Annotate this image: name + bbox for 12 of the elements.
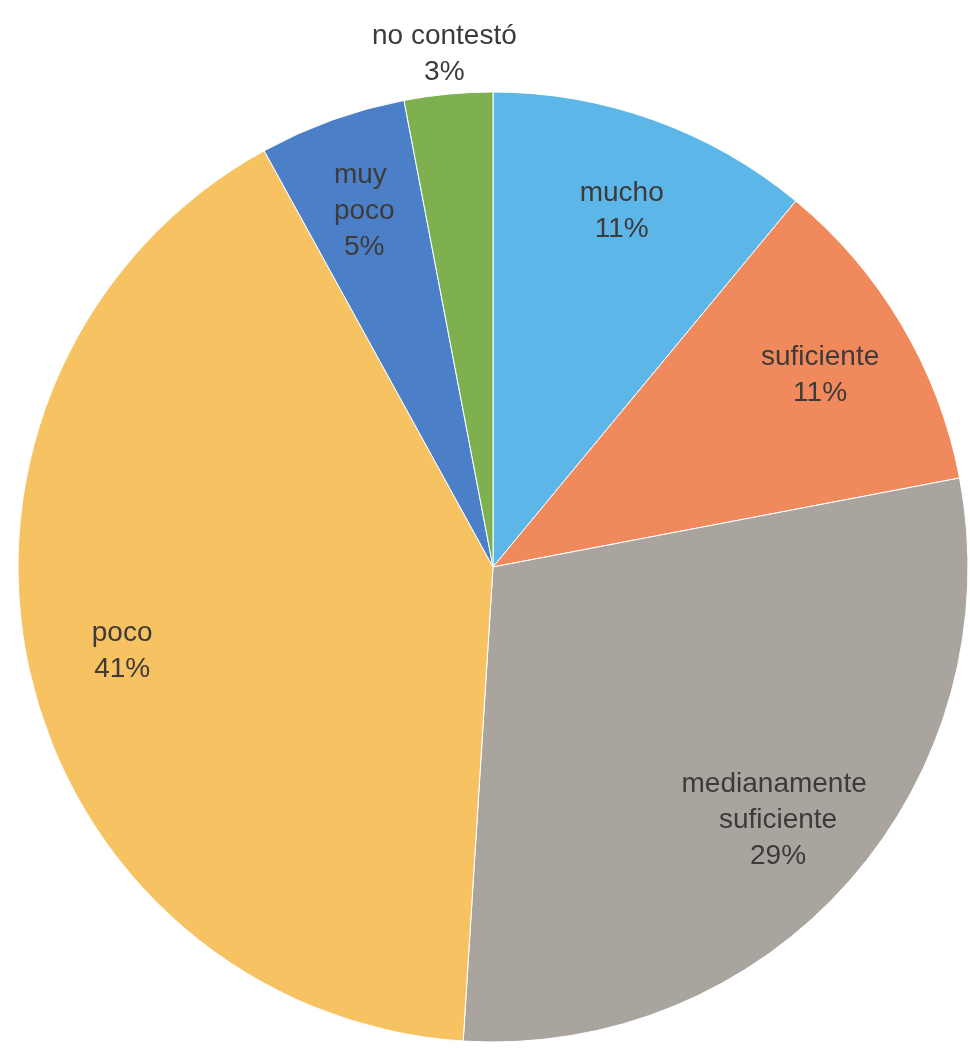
data-label: 29% [750, 838, 807, 870]
slice-label: muy poco [333, 157, 395, 225]
slice-label: mucho [579, 175, 664, 207]
data-label: 41% [94, 652, 151, 684]
data-label: 11% [594, 211, 649, 243]
slice-label: no contestó [371, 18, 517, 50]
data-label: 3% [424, 54, 465, 86]
slice-label: medianamente suficiente [681, 766, 875, 834]
slice-label: suficiente [760, 340, 880, 372]
data-label: 5% [344, 229, 385, 261]
data-label: 11% [793, 376, 848, 408]
slice-label: poco [91, 616, 153, 648]
